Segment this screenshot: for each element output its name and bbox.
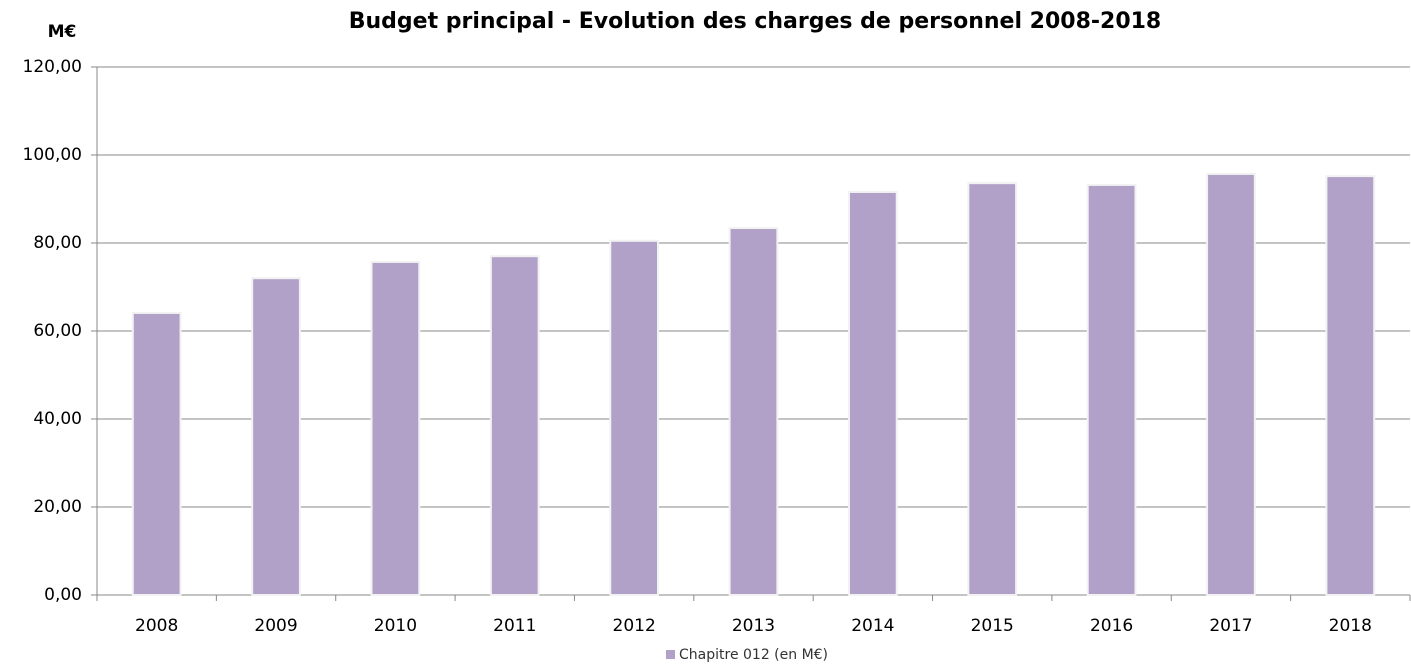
y-tick-label: 60,00 <box>33 321 82 341</box>
x-tick-label: 2009 <box>254 616 297 636</box>
bar <box>609 239 660 597</box>
bar <box>847 190 898 597</box>
y-axis-label: M€ <box>48 22 77 42</box>
x-tick-label: 2013 <box>732 616 775 636</box>
bar <box>251 277 301 596</box>
y-tick-label: 100,00 <box>23 145 82 165</box>
y-tick-label: 0,00 <box>44 585 82 605</box>
bar <box>1325 175 1376 596</box>
x-tick-label: 2011 <box>493 616 536 636</box>
x-tick-label: 2010 <box>374 616 417 636</box>
y-tick-label: 40,00 <box>33 409 82 429</box>
bar <box>1206 172 1256 596</box>
legend-swatch <box>666 650 675 659</box>
bar <box>370 260 421 596</box>
x-tick-label: 2012 <box>613 616 656 636</box>
y-tick-label: 20,00 <box>33 497 82 517</box>
bar <box>131 311 182 596</box>
bar <box>489 255 540 596</box>
x-tick-label: 2008 <box>135 616 178 636</box>
x-tick-label: 2017 <box>1209 616 1252 636</box>
x-tick-label: 2018 <box>1329 616 1372 636</box>
bar <box>967 182 1018 596</box>
x-tick-label: 2015 <box>971 616 1014 636</box>
x-tick-label: 2016 <box>1090 616 1133 636</box>
y-tick-label: 80,00 <box>33 233 82 253</box>
y-tick-label: 120,00 <box>23 57 82 77</box>
legend-label: Chapitre 012 (en M€) <box>679 647 828 663</box>
bar <box>1086 183 1137 596</box>
chart-title: Budget principal - Evolution des charges… <box>349 9 1162 34</box>
bar <box>728 227 779 596</box>
x-tick-label: 2014 <box>851 616 894 636</box>
